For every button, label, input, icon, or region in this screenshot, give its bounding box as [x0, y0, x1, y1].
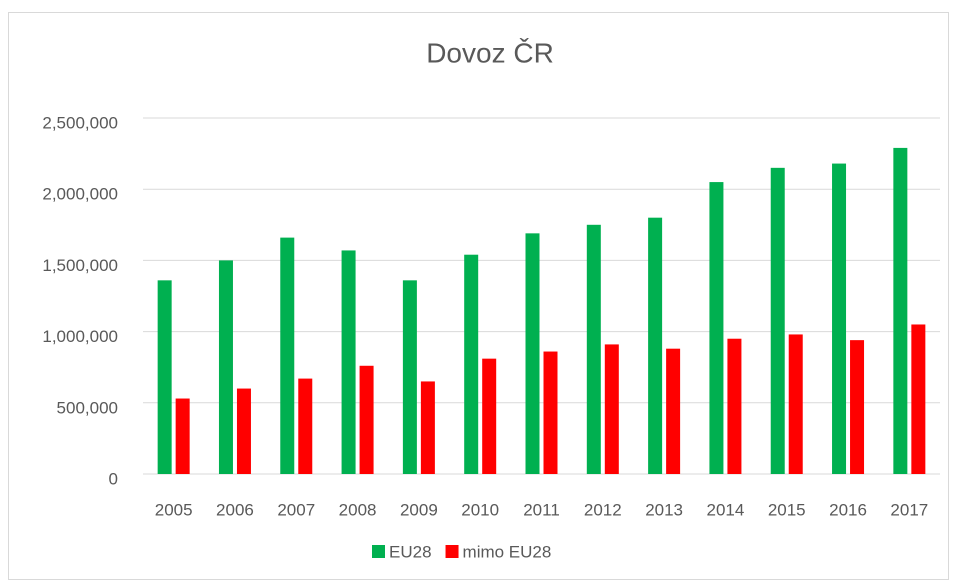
x-tick-label: 2008	[339, 500, 377, 519]
x-tick-label: 2005	[155, 500, 193, 519]
legend-swatch	[445, 545, 459, 558]
bar	[770, 167, 785, 474]
bar	[604, 344, 619, 474]
x-tick-label: 2007	[277, 500, 315, 519]
chart-border	[8, 12, 949, 580]
y-tick-label: 2,500,000	[42, 113, 118, 132]
bar	[727, 338, 742, 474]
bar	[280, 237, 295, 474]
bar	[464, 254, 479, 474]
bar	[648, 217, 663, 474]
bar	[709, 182, 724, 474]
x-tick-label: 2017	[890, 500, 928, 519]
bar	[482, 358, 497, 474]
x-tick-label: 2014	[707, 500, 745, 519]
bar	[788, 334, 803, 474]
bar	[850, 340, 865, 474]
chart-title: Dovoz ČR	[426, 37, 554, 68]
x-tick-label: 2016	[829, 500, 867, 519]
bar	[298, 378, 313, 474]
bar	[402, 280, 417, 474]
x-tick-label: 2015	[768, 500, 806, 519]
y-tick-label: 2,000,000	[42, 185, 118, 204]
bar	[359, 365, 374, 474]
bar	[525, 233, 540, 474]
bar	[832, 163, 847, 474]
x-tick-label: 2012	[584, 500, 622, 519]
y-tick-label: 0	[109, 469, 118, 488]
bar	[420, 381, 435, 474]
bar	[543, 351, 558, 474]
y-tick-label: 1,500,000	[42, 256, 118, 275]
bar	[236, 388, 251, 474]
bar	[893, 147, 908, 475]
x-tick-label: 2013	[645, 500, 683, 519]
bar	[586, 224, 601, 474]
x-tick-label: 2009	[400, 500, 438, 519]
y-tick-label: 1,000,000	[42, 327, 118, 346]
x-tick-label: 2006	[216, 500, 254, 519]
legend-swatch	[372, 545, 385, 558]
x-tick-label: 2011	[523, 500, 560, 519]
bar	[175, 398, 190, 474]
bar	[911, 324, 926, 474]
bar	[157, 280, 172, 474]
y-tick-label: 500,000	[57, 398, 118, 417]
x-tick-label: 2010	[461, 500, 499, 519]
legend-label: mimo EU28	[463, 542, 552, 561]
bar	[218, 260, 233, 474]
bar	[666, 348, 681, 474]
legend-label: EU28	[389, 542, 432, 561]
bar	[341, 250, 356, 474]
